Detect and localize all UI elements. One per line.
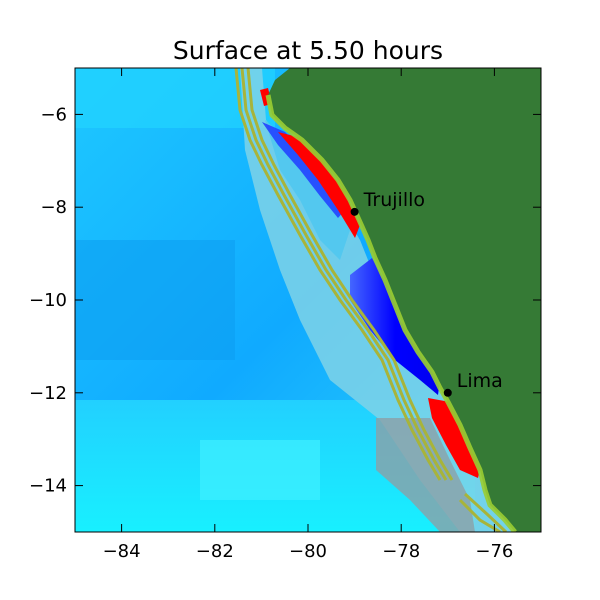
city-label: Trujillo bbox=[363, 189, 425, 211]
y-tick-label: −10 bbox=[29, 290, 67, 311]
y-tick-label: −12 bbox=[29, 383, 67, 404]
annotations: Trujillo Lima bbox=[350, 189, 503, 397]
x-tick-label: −84 bbox=[103, 541, 141, 562]
contour-south bbox=[458, 492, 508, 532]
chart-title: Surface at 5.50 hours bbox=[173, 36, 443, 65]
x-axis: −84 −82 −80 −78 −76 bbox=[103, 68, 513, 562]
y-tick-label: −14 bbox=[29, 476, 67, 497]
depression-north bbox=[262, 122, 345, 218]
ocean-sw-patch bbox=[200, 440, 320, 500]
x-tick-label: −80 bbox=[289, 541, 327, 562]
contour-2 bbox=[240, 68, 448, 481]
grey-patch bbox=[376, 418, 475, 532]
inner-shelf-cyan bbox=[265, 120, 350, 260]
plot-area bbox=[75, 68, 541, 532]
depression-region bbox=[350, 258, 440, 395]
x-tick-label: −76 bbox=[475, 541, 513, 562]
contour-1 bbox=[234, 68, 442, 481]
contour-3 bbox=[246, 68, 454, 481]
ocean-west-band bbox=[75, 240, 235, 360]
elevation-north bbox=[278, 132, 360, 238]
elevation-south bbox=[428, 398, 482, 478]
city-label: Lima bbox=[457, 370, 503, 392]
coast-fringe bbox=[265, 94, 517, 532]
land-mass bbox=[268, 68, 541, 532]
y-axis: −6 −8 −10 −12 −14 bbox=[29, 104, 541, 497]
x-tick-label: −82 bbox=[196, 541, 234, 562]
city-marker bbox=[350, 207, 359, 216]
y-tick-label: −6 bbox=[40, 104, 67, 125]
x-tick-label: −78 bbox=[382, 541, 420, 562]
y-tick-label: −8 bbox=[40, 197, 67, 218]
city-marker bbox=[443, 388, 452, 397]
